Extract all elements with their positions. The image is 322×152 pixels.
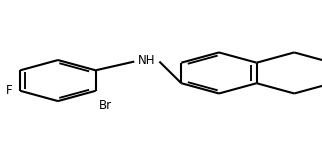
Text: Br: Br [99, 99, 112, 112]
Text: F: F [6, 84, 12, 97]
Text: NH: NH [138, 54, 155, 67]
